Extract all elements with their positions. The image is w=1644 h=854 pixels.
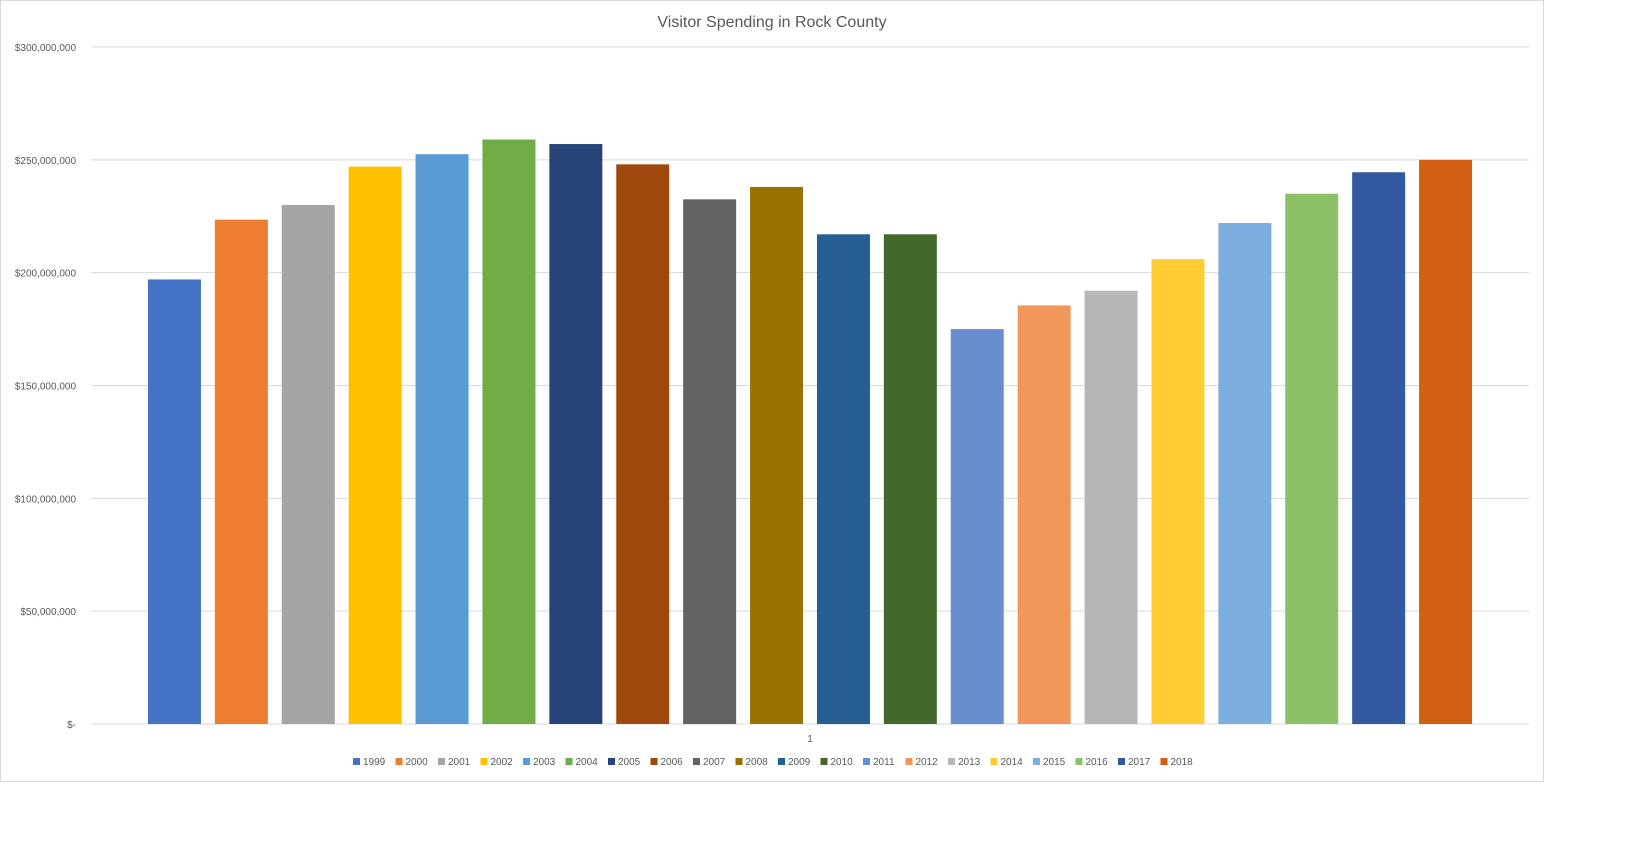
legend-swatch-2003 [523, 758, 530, 765]
legend-swatch-2000 [395, 758, 403, 765]
bar-2016 [1285, 193, 1339, 724]
legend-swatch-2015 [1033, 758, 1040, 765]
y-tick-label: $- [67, 720, 76, 731]
legend-entry-2013: 2013 [958, 757, 981, 768]
legend-swatch-2001 [438, 758, 445, 765]
legend-swatch-2007 [693, 758, 700, 765]
bar-2003 [415, 154, 469, 725]
legend-swatch-2013 [948, 758, 955, 765]
legend-swatch-2017 [1118, 758, 1125, 765]
bar-2004 [482, 139, 536, 725]
bar-2005 [549, 144, 603, 724]
legend-entry-2011: 2011 [873, 757, 895, 768]
legend-entry-2012: 2012 [916, 757, 939, 768]
bar-1999 [147, 279, 201, 724]
bar-2012 [1017, 305, 1071, 724]
legend-entry-2007: 2007 [703, 757, 726, 768]
chart-area: Visitor Spending in Rock County $- $50,00… [0, 0, 1544, 782]
bar-2013 [1084, 290, 1138, 724]
legend-entry-2018: 2018 [1171, 757, 1194, 768]
legend-swatch-2012 [905, 758, 913, 765]
bar-2002 [348, 166, 402, 724]
bar-2015 [1218, 223, 1272, 724]
legend-entry-2014: 2014 [1001, 757, 1024, 768]
bar-2009 [816, 234, 870, 724]
y-tick-label: $150,000,000 [15, 382, 77, 393]
legend-swatch-1999 [353, 758, 360, 765]
bar-2001 [281, 204, 335, 724]
legend-swatch-2005 [608, 758, 615, 765]
legend-entry-2006: 2006 [661, 757, 684, 768]
legend-swatch-2008 [735, 758, 743, 765]
legend-swatch-2014 [990, 758, 998, 765]
bar-2014 [1151, 259, 1205, 724]
legend-swatch-2010 [820, 758, 828, 765]
legend-entry-2016: 2016 [1086, 757, 1109, 768]
chart-title: Visitor Spending in Rock County [657, 14, 886, 31]
legend-swatch-2016 [1075, 758, 1083, 765]
legend-entry-2015: 2015 [1043, 757, 1066, 768]
y-tick-label: $250,000,000 [15, 156, 77, 167]
legend-swatch-2002 [480, 758, 488, 765]
y-tick-label: $200,000,000 [15, 269, 77, 280]
legend-entry-2009: 2009 [788, 757, 811, 768]
y-tick-label: $100,000,000 [15, 494, 77, 505]
bar-2017 [1352, 172, 1406, 724]
legend-entry-2005: 2005 [618, 757, 641, 768]
bar-2007 [683, 199, 737, 724]
bar-2011 [950, 329, 1004, 724]
legend-entry-2008: 2008 [746, 757, 769, 768]
y-tick-label: $300,000,000 [15, 43, 77, 54]
bar-chart: Visitor Spending in Rock County $- $50,00… [15, 14, 1529, 768]
legend-entry-2004: 2004 [576, 757, 599, 768]
bar-2008 [750, 186, 804, 724]
legend-entry-2002: 2002 [491, 757, 514, 768]
legend: 1999 2000 2001 2002 2003 2004 2005 2006 2007 2008… [353, 757, 1193, 768]
legend-entry-2017: 2017 [1128, 757, 1151, 768]
legend-entry-2003: 2003 [533, 757, 556, 768]
legend-swatch-2011 [863, 758, 870, 765]
bar-2006 [616, 164, 670, 724]
x-axis-tick-labels: 1 [807, 734, 813, 745]
legend-entry-2000: 2000 [406, 757, 429, 768]
legend-entry-2010: 2010 [831, 757, 854, 768]
bar-2018 [1419, 159, 1473, 725]
legend-entry-1999: 1999 [363, 757, 386, 768]
legend-swatch-2006 [650, 758, 658, 765]
x-tick-label: 1 [807, 734, 813, 745]
y-tick-label: $50,000,000 [20, 607, 76, 618]
bar-2000 [214, 219, 268, 724]
legend-swatch-2018 [1160, 758, 1168, 765]
bar-2010 [883, 234, 937, 724]
bars [147, 139, 1473, 725]
y-axis-tick-labels: $- $50,000,000 $100,000,000 $150,000,000 $20… [15, 43, 77, 731]
legend-swatch-2009 [778, 758, 785, 765]
legend-swatch-2004 [565, 758, 573, 765]
legend-entry-2001: 2001 [448, 757, 471, 768]
